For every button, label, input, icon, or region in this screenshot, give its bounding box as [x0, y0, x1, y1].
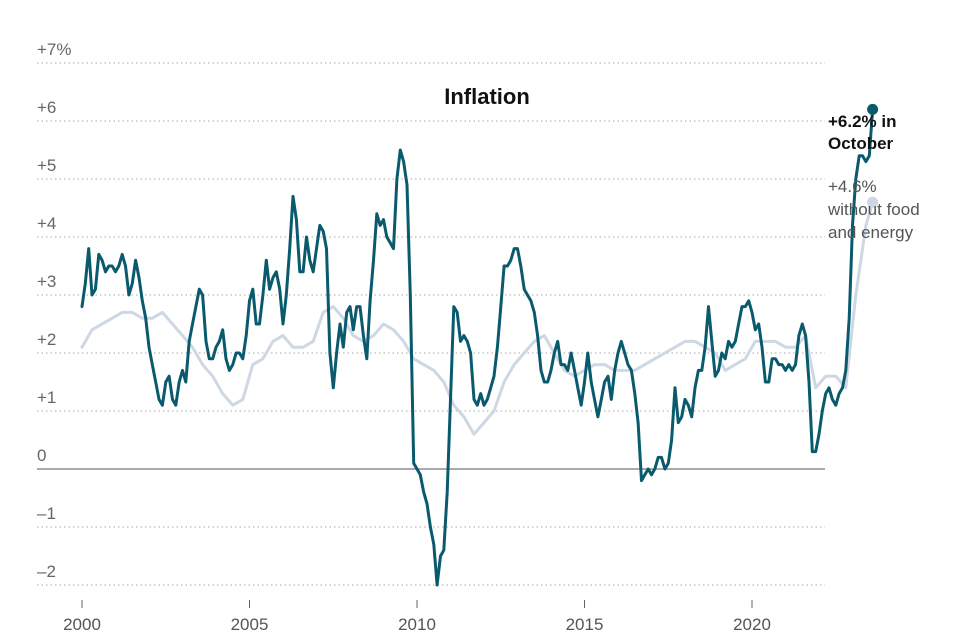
headline-label-line-2: October	[828, 134, 894, 153]
x-axis: 2000 2005 2010 2015 2020	[63, 600, 771, 634]
x-tick-label-1: 2005	[231, 615, 269, 634]
core-label-line-1: +4.6%	[828, 177, 877, 196]
x-tick-label-4: 2020	[733, 615, 771, 634]
y-tick-label-9: –2	[37, 562, 56, 581]
y-tick-label-0: +7%	[37, 40, 72, 59]
y-axis-tick-labels: +7% +6 +5 +4 +3 +2 +1 0 –1 –2	[37, 40, 72, 581]
y-tick-label-5: +2	[37, 330, 56, 349]
chart-title: Inflation	[444, 84, 530, 109]
core-label-line-2: without food	[827, 200, 920, 219]
core-label-line-3: and energy	[828, 223, 914, 242]
gridlines	[37, 62, 825, 586]
y-tick-label-1: +6	[37, 98, 56, 117]
core-series-line	[80, 200, 875, 436]
y-tick-label-6: +1	[37, 388, 56, 407]
headline-label-line-1: +6.2% in	[828, 112, 897, 131]
x-tick-label-0: 2000	[63, 615, 101, 634]
headline-endpoint-marker	[867, 103, 879, 115]
y-tick-label-8: –1	[37, 504, 56, 523]
y-tick-label-7: 0	[37, 446, 46, 465]
y-tick-label-4: +3	[37, 272, 56, 291]
y-tick-label-2: +5	[37, 156, 56, 175]
x-tick-label-2: 2010	[398, 615, 436, 634]
series-endpoints	[867, 103, 879, 208]
x-tick-label-3: 2015	[566, 615, 604, 634]
headline-series-line	[80, 107, 875, 587]
core-endpoint-marker	[867, 196, 879, 208]
series-lines	[80, 107, 875, 587]
y-tick-label-3: +4	[37, 214, 56, 233]
